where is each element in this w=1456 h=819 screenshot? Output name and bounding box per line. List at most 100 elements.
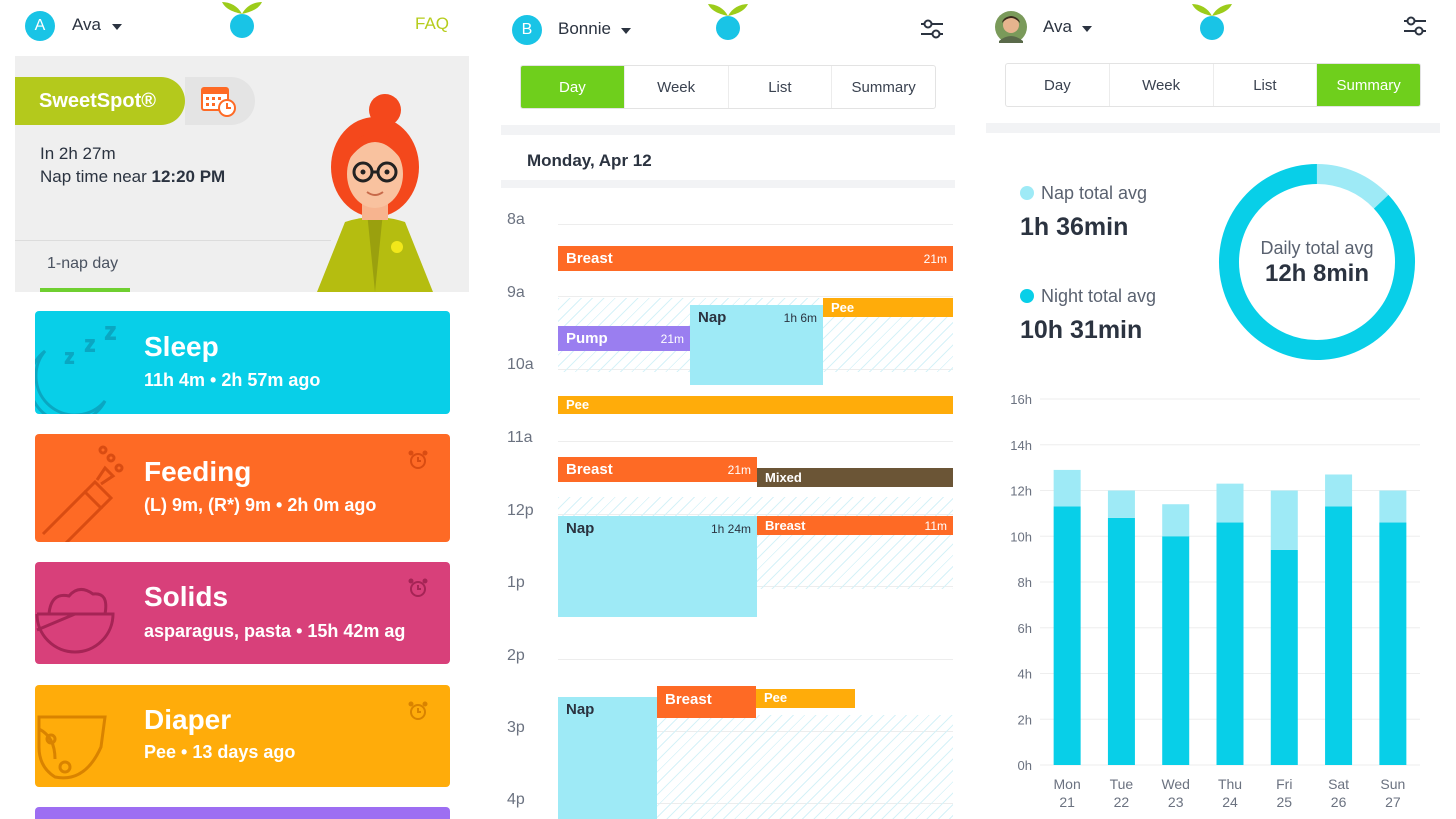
event-breast[interactable]: Breast 11m xyxy=(757,516,953,535)
svg-text:z: z xyxy=(65,347,74,367)
y-tick-label: 12h xyxy=(1010,484,1032,499)
svg-text:z: z xyxy=(105,321,116,344)
sleep-bar-chart: 0h 2h 4h 6h 8h 10h 12h 14h 16h Mon 21 Tue 22 Wed 23 Thu… xyxy=(1010,392,1420,810)
bar-night-segment[interactable] xyxy=(1107,517,1135,765)
app-logo xyxy=(222,2,262,38)
hour-label: 2p xyxy=(507,647,525,664)
nap-avg-value: 1h 36min xyxy=(1020,213,1129,241)
bar-night-segment[interactable] xyxy=(1325,506,1353,765)
event-breast[interactable]: Breast 21m xyxy=(558,246,953,271)
bar-nap-segment[interactable] xyxy=(1379,490,1407,523)
sweetspot-calendar-button[interactable] xyxy=(185,77,255,125)
bar-night-segment[interactable] xyxy=(1216,522,1244,765)
y-tick-label: 10h xyxy=(1010,529,1032,544)
hour-label: 11a xyxy=(507,429,533,446)
event-pee[interactable]: Pee xyxy=(756,689,855,708)
filter-sliders-icon[interactable] xyxy=(1402,13,1428,39)
donut-night-segment xyxy=(1219,164,1415,360)
bar-nap-segment[interactable] xyxy=(1053,469,1081,507)
bar-night-segment[interactable] xyxy=(1379,522,1407,765)
y-tick-label: 0h xyxy=(1018,758,1032,773)
user-avatar[interactable]: A xyxy=(25,11,55,41)
event-nap[interactable]: Nap xyxy=(558,697,657,819)
tab-day[interactable]: Day xyxy=(521,66,625,108)
sweetspot-badge[interactable]: SweetSpot® xyxy=(15,77,185,125)
summary-panel: Ava Day Week List Summary Nap total avg … xyxy=(970,0,1456,819)
app-logo xyxy=(1192,4,1232,40)
event-nap[interactable]: Nap 1h 6m xyxy=(690,305,823,385)
activity-card-feeding[interactable]: Feeding (L) 9m, (R*) 9m • 2h 0m ago xyxy=(35,434,450,542)
diaper-icon xyxy=(37,715,107,780)
bar-nap-segment[interactable] xyxy=(1162,504,1190,537)
nap-legend-dot xyxy=(1020,186,1034,200)
bar-night-segment[interactable] xyxy=(1270,549,1298,765)
hour-gridline xyxy=(558,441,953,442)
alarm-clock-icon[interactable] xyxy=(408,578,428,598)
night-legend-dot xyxy=(1020,289,1034,303)
chevron-down-icon[interactable] xyxy=(621,28,631,34)
x-tick-label: Wed xyxy=(1161,776,1190,792)
alarm-clock-icon[interactable] xyxy=(408,450,428,470)
user-name[interactable]: Ava xyxy=(72,15,101,34)
event-pee[interactable]: Pee xyxy=(823,298,953,317)
event-pee[interactable]: Pee xyxy=(558,396,953,414)
tab-summary[interactable]: Summary xyxy=(851,78,916,96)
event-mixed[interactable]: Mixed xyxy=(757,468,953,487)
x-tick-label: Mon xyxy=(1054,776,1081,792)
hour-label: 12p xyxy=(507,502,534,519)
activity-subtitle: asparagus, pasta • 15h 42m ag xyxy=(144,621,406,641)
bar-nap-segment[interactable] xyxy=(1270,490,1298,550)
app-logo xyxy=(708,4,748,40)
y-tick-label: 6h xyxy=(1018,621,1032,636)
tab-week[interactable]: Week xyxy=(625,66,729,108)
user-name[interactable]: Bonnie xyxy=(558,19,611,38)
y-tick-label: 4h xyxy=(1018,667,1032,682)
nap-avg-label: Nap total avg xyxy=(1041,183,1148,203)
x-tick-label: 23 xyxy=(1168,794,1184,810)
view-tabs: Day Week List Summary xyxy=(520,65,936,109)
tab-day[interactable]: Day xyxy=(1006,64,1110,106)
moon-zzz-icon: z z z xyxy=(35,321,117,414)
nap-day-underline xyxy=(40,288,130,292)
x-tick-label: 26 xyxy=(1331,794,1347,810)
bar-night-segment[interactable] xyxy=(1162,536,1190,765)
svg-text:z: z xyxy=(85,334,95,356)
tab-summary[interactable]: Summary xyxy=(1317,64,1420,106)
tab-week[interactable]: Week xyxy=(1110,64,1214,106)
user-name[interactable]: Ava xyxy=(1043,17,1072,36)
event-breast[interactable]: Breast 21m xyxy=(558,457,757,482)
y-tick-label: 14h xyxy=(1010,438,1032,453)
user-avatar[interactable]: B xyxy=(512,15,542,45)
x-tick-label: 21 xyxy=(1059,794,1075,810)
mascot-illustration xyxy=(317,94,433,292)
bar-nap-segment[interactable] xyxy=(1325,474,1353,507)
activity-title: Sleep xyxy=(144,331,219,362)
user-photo-avatar[interactable] xyxy=(995,11,1027,43)
bar-nap-segment[interactable] xyxy=(1216,483,1244,523)
faq-link[interactable]: FAQ xyxy=(415,14,450,33)
bar-night-segment[interactable] xyxy=(1053,506,1081,765)
home-panel: A Ava FAQ SweetSpot® In 2h 27m Nap time … xyxy=(0,0,485,819)
activity-card-diaper[interactable]: Diaper Pee • 13 days ago xyxy=(35,685,450,787)
night-avg-label: Night total avg xyxy=(1041,286,1157,306)
chevron-down-icon[interactable] xyxy=(112,24,122,30)
x-tick-label: 22 xyxy=(1114,794,1130,810)
activity-card-solids[interactable]: Solids asparagus, pasta • 15h 42m ag xyxy=(35,562,450,664)
filter-sliders-icon[interactable] xyxy=(919,16,945,42)
bar-nap-segment[interactable] xyxy=(1107,490,1135,518)
event-pump[interactable]: Pump 21m xyxy=(558,326,690,351)
tab-list[interactable]: List xyxy=(1214,64,1318,106)
alarm-clock-icon[interactable] xyxy=(408,701,428,721)
activity-card-partial[interactable] xyxy=(35,807,450,819)
activity-title: Diaper xyxy=(144,704,232,735)
daily-total-donut xyxy=(1219,164,1415,360)
chevron-down-icon[interactable] xyxy=(1082,26,1092,32)
hour-label: 3p xyxy=(507,719,525,736)
activity-card-sleep[interactable]: z z z Sleep 11h 4m • 2h 57m ago xyxy=(35,311,450,414)
daily-avg-label: Daily total avg xyxy=(1260,238,1374,258)
hour-gridline xyxy=(558,659,953,660)
tab-list[interactable]: List xyxy=(729,66,833,108)
activity-title: Feeding xyxy=(144,456,252,487)
event-nap[interactable]: Nap 1h 24m xyxy=(558,516,757,617)
event-breast[interactable]: Breast xyxy=(657,686,756,718)
